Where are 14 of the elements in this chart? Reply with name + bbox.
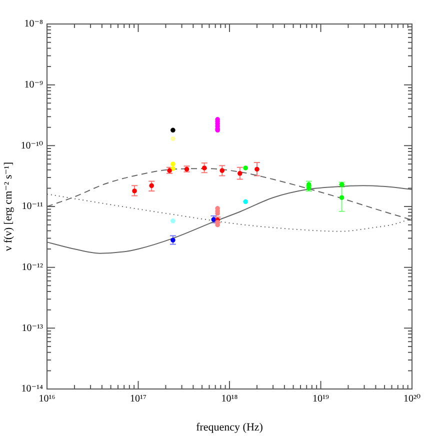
y-tick-label: 10⁻¹⁰: [20, 140, 43, 152]
x-axis-title: frequency (Hz): [196, 421, 264, 434]
x-tick-label: 10²⁰: [403, 394, 421, 405]
y-axis-title: ν f(ν) [erg cm⁻² s⁻¹]: [2, 162, 14, 252]
y-tick-label: 10⁻¹⁴: [21, 384, 44, 395]
x-tick-label: 10¹⁹: [312, 394, 330, 405]
y-tick-label: 10⁻¹²: [22, 262, 43, 273]
x-tick-label: 10¹⁸: [221, 394, 238, 405]
y-tick-label: 10⁻¹³: [22, 322, 43, 334]
y-tick-label: 10⁻¹¹: [22, 201, 43, 212]
y-tick-label: 10⁻⁸: [24, 18, 44, 30]
x-tick-label: 10¹⁶: [38, 394, 56, 405]
y-tick-label: 10⁻⁹: [24, 79, 44, 90]
x-tick-label: 10¹⁷: [130, 394, 148, 405]
